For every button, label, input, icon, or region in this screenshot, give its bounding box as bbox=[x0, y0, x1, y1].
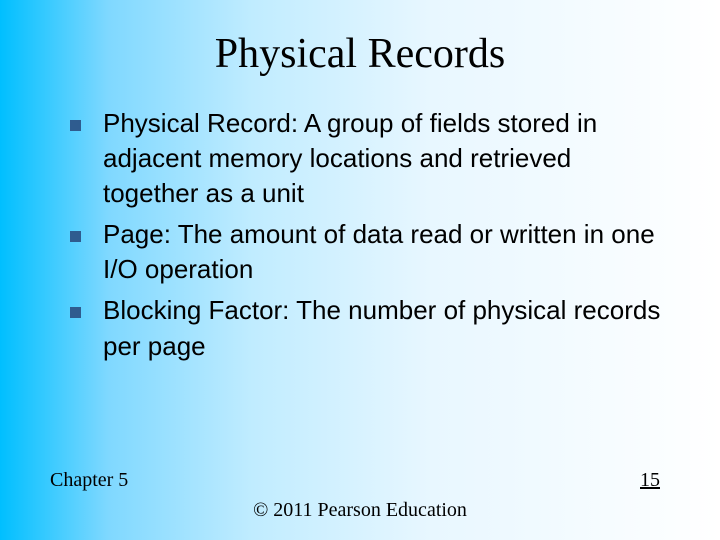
bullet-text: Page: The amount of data read or written… bbox=[103, 217, 670, 287]
chapter-label: Chapter 5 bbox=[50, 469, 128, 492]
square-bullet-icon bbox=[70, 231, 81, 242]
bullet-text: Physical Record: A group of fields store… bbox=[103, 106, 670, 211]
slide-title: Physical Records bbox=[50, 30, 670, 78]
slide-content: Physical Record: A group of fields store… bbox=[50, 106, 670, 469]
bullet-item: Page: The amount of data read or written… bbox=[70, 217, 670, 287]
slide-container: Physical Records Physical Record: A grou… bbox=[0, 0, 720, 540]
bullet-text: Blocking Factor: The number of physical … bbox=[103, 293, 670, 363]
square-bullet-icon bbox=[70, 307, 81, 318]
square-bullet-icon bbox=[70, 120, 81, 131]
bullet-item: Physical Record: A group of fields store… bbox=[70, 106, 670, 211]
bullet-item: Blocking Factor: The number of physical … bbox=[70, 293, 670, 363]
page-number: 15 bbox=[640, 469, 660, 492]
slide-footer: Chapter 5 © 2011 Pearson Education 15 bbox=[50, 469, 670, 500]
copyright-label: © 2011 Pearson Education bbox=[253, 499, 467, 522]
